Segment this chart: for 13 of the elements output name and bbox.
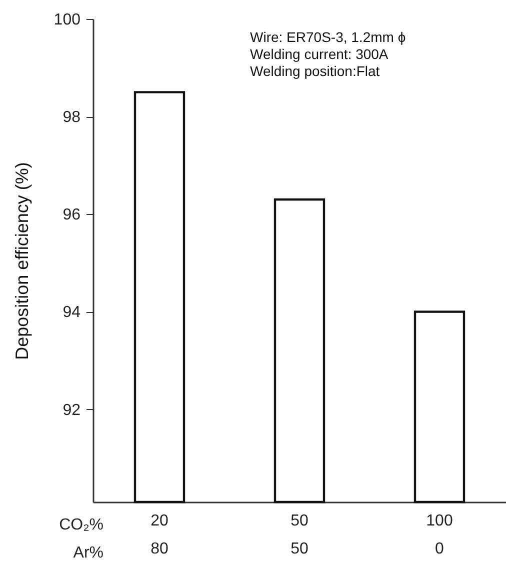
y-axis-title: Deposition efficiency (%): [12, 162, 32, 360]
y-tick-label: 94: [62, 304, 81, 322]
x-axis-title: CO₂% Ar%: [59, 516, 104, 562]
y-tick-label: 92: [62, 402, 81, 419]
annotation: Welding current: 300A: [250, 46, 389, 62]
y-tick-label: 96: [62, 206, 81, 224]
annotation: Welding position:Flat: [250, 63, 380, 79]
y-tick-label: 100: [54, 12, 81, 28]
x-tick-label: 50 50: [290, 512, 308, 558]
annotation: Wire: ER70S-3, 1.2mm ϕ: [250, 29, 406, 45]
x-tick-label: 100 0: [426, 512, 453, 558]
y-tick-label: 98: [62, 109, 81, 126]
x-tick-label: 20 80: [150, 512, 168, 558]
